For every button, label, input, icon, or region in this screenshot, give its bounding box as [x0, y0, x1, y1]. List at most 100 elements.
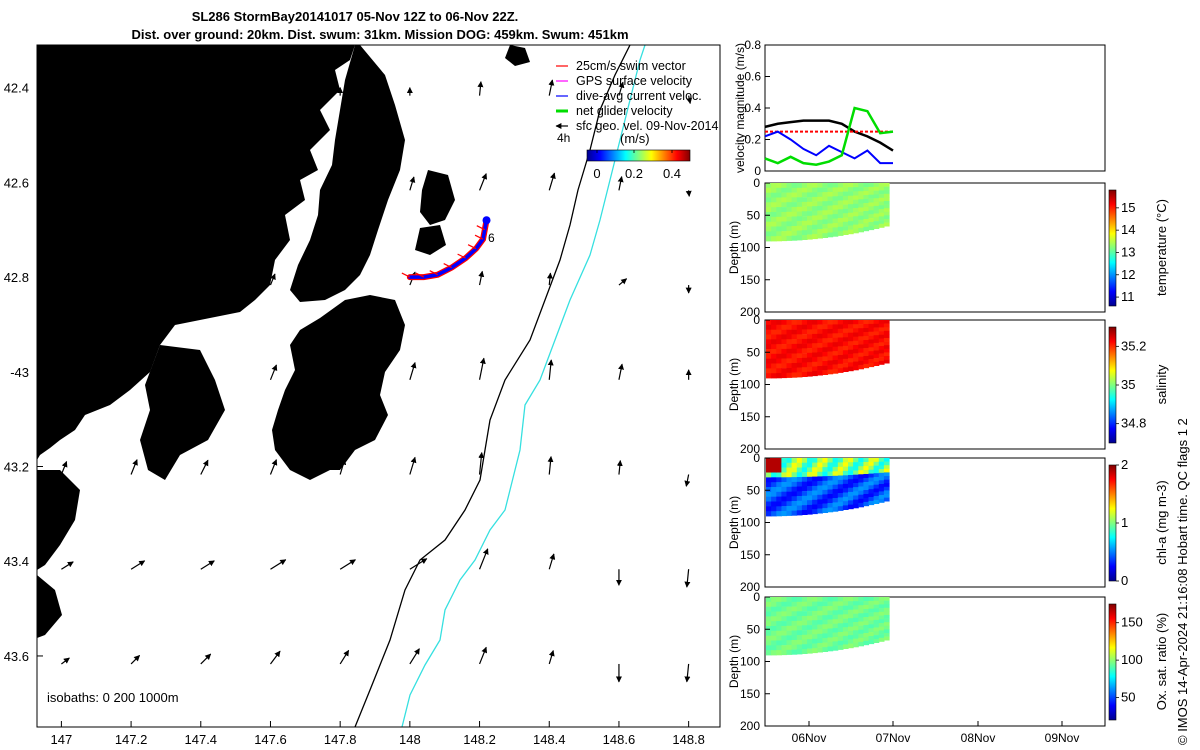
- section-y-tick-label: 0: [753, 590, 760, 604]
- legend-label: sfc geo. vel. 09-Nov-2014: [576, 119, 718, 133]
- section-cell: [817, 643, 823, 648]
- section-cell: [801, 201, 808, 207]
- geo-vector: [409, 558, 428, 570]
- section-cell: [812, 509, 818, 515]
- section-cell: [878, 630, 885, 635]
- section-cell: [827, 485, 834, 490]
- geo-vector: [547, 456, 554, 475]
- section-cell: [827, 476, 834, 481]
- section-cell: [786, 625, 793, 631]
- section-cell: [868, 222, 875, 227]
- section-cell: [868, 636, 875, 641]
- section-cell: [791, 235, 798, 241]
- velocity-frame: [764, 44, 1106, 172]
- section-cell: [868, 604, 875, 609]
- section-cell: [807, 634, 813, 640]
- section-cell: [853, 228, 859, 234]
- legend-label: 25cm/s swim vector: [576, 59, 686, 73]
- section-y-tick-label: 150: [740, 548, 760, 562]
- section-cell: [817, 485, 823, 491]
- section-cell: [873, 635, 880, 640]
- chart-subtitle: Dist. over ground: 20km. Dist. swum: 31k…: [131, 27, 629, 42]
- section-cell: [766, 197, 772, 203]
- section-cell: [796, 372, 803, 378]
- section-cell: [771, 353, 777, 359]
- section-cell: [863, 458, 870, 463]
- section-cell: [776, 467, 782, 473]
- section-cell: [822, 183, 829, 188]
- section-cell: [766, 344, 772, 350]
- section-cell: [776, 212, 782, 218]
- section-cell: [848, 204, 854, 209]
- section-cell: [837, 222, 844, 228]
- section-cell: [878, 608, 885, 613]
- section-cell: [776, 344, 782, 350]
- section-cell: [766, 339, 772, 345]
- section-cell: [848, 630, 854, 636]
- section-cell: [791, 221, 798, 227]
- section-cell: [791, 334, 798, 340]
- section-cell: [817, 347, 823, 353]
- geo-vector: [478, 452, 485, 475]
- section-cell: [822, 642, 829, 648]
- section-cell: [786, 510, 793, 516]
- section-colorbar-tick-label: 35: [1121, 377, 1135, 392]
- section-cell: [827, 342, 834, 348]
- section-cell: [858, 187, 864, 192]
- section-cell: [786, 235, 793, 241]
- section-cell: [766, 183, 772, 189]
- section-cell: [771, 458, 777, 464]
- section-cell: [817, 343, 823, 348]
- section-cell: [842, 328, 849, 334]
- section-cell: [781, 601, 788, 607]
- section-cell: [832, 466, 839, 472]
- section-cell: [878, 498, 885, 503]
- geo-vector: [130, 459, 138, 475]
- section-cell: [842, 492, 849, 498]
- section-cell: [781, 472, 788, 478]
- section-cell: [822, 485, 829, 491]
- section-cell: [796, 216, 803, 222]
- section-cell: [848, 187, 854, 192]
- section-cell: [837, 471, 844, 476]
- section-cell: [812, 210, 818, 216]
- section-cell: [878, 212, 885, 217]
- section-cell: [853, 458, 859, 463]
- section-cell: [883, 476, 890, 480]
- section-cell: [812, 361, 818, 367]
- section-cell: [766, 324, 772, 330]
- section-cell: [786, 231, 793, 237]
- section-cell: [868, 465, 875, 470]
- section-cell: [781, 373, 788, 379]
- section-cell: [786, 630, 793, 636]
- tasman-peninsula-north: [278, 295, 405, 470]
- map-y-tick-label: 42.4: [4, 81, 29, 96]
- section-cell: [781, 616, 788, 622]
- section-cell: [822, 361, 829, 366]
- section-cell: [842, 483, 849, 489]
- section-cell: [858, 211, 864, 216]
- section-cell: [878, 469, 885, 474]
- section-cell: [837, 226, 844, 232]
- mainland: [37, 45, 355, 460]
- section-cell: [796, 235, 803, 241]
- section-cell: [868, 473, 875, 478]
- section-cell: [801, 649, 808, 654]
- section-cell: [848, 483, 854, 488]
- section-cell: [837, 187, 844, 193]
- section-cell: [812, 338, 818, 344]
- section-cell: [837, 341, 844, 347]
- section-cell: [771, 621, 777, 627]
- section-cell: [781, 329, 788, 335]
- section-cell: [873, 480, 880, 485]
- section-cell: [837, 209, 844, 214]
- section-cell: [786, 649, 793, 655]
- section-cell: [863, 203, 870, 208]
- map-x-tick-label: 148.4: [533, 732, 566, 747]
- section-cell: [771, 216, 777, 222]
- section-cell: [853, 499, 859, 505]
- section-cell: [858, 478, 864, 483]
- section-cell: [812, 220, 818, 226]
- section-cell: [827, 619, 834, 625]
- section-cell: [878, 480, 885, 485]
